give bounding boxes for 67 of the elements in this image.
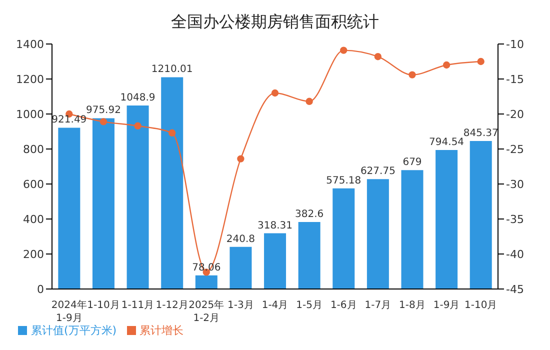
point [340, 46, 348, 54]
y-tick-label: 0 [37, 282, 44, 296]
data-label: 845.37 [463, 128, 498, 140]
bar [332, 188, 355, 289]
x-tick-label: 1-6月 [330, 300, 357, 311]
point [306, 98, 313, 105]
point [374, 53, 382, 60]
x-tick-label: 1-4月 [262, 300, 288, 311]
x-tick-label: 1-8月 [399, 300, 426, 311]
x-tick-label: 2025年 1-2月 [188, 299, 224, 324]
point [271, 89, 279, 97]
legend-label: 累计值(万平方米) [31, 324, 117, 337]
bar [401, 170, 424, 289]
y2-tick-label: -20 [506, 108, 524, 121]
y2-tick-label: -25 [506, 142, 524, 156]
bar [126, 105, 149, 289]
bar [92, 118, 114, 289]
point [477, 58, 484, 66]
y2-tick-label: -15 [506, 72, 524, 86]
bar [366, 179, 389, 289]
x-tick-label: 1-10月 [464, 300, 498, 311]
y-tick-label: 1400 [16, 38, 44, 51]
x-tick-label: 1-12月 [156, 300, 188, 311]
data-label: 679 [402, 157, 422, 168]
chart-title: 全国办公楼期房销售面积统计 [170, 11, 380, 33]
data-label: 382.6 [295, 209, 324, 220]
data-label: 975.92 [86, 105, 121, 116]
x-tick-label: 2024年 1-9月 [51, 299, 87, 324]
bar [230, 246, 252, 289]
x-tick-label: 1-9月 [433, 300, 460, 311]
bar [195, 275, 218, 289]
bar [436, 150, 458, 289]
point [237, 155, 244, 162]
data-label: 240.8 [226, 234, 256, 245]
point [100, 118, 108, 126]
y-tick-label: 1200 [16, 72, 44, 86]
legend-label: 累计增长 [140, 324, 184, 337]
y-tick-label: 400 [23, 212, 44, 226]
x-tick-label: 1-11月 [121, 300, 154, 311]
point [134, 122, 142, 130]
y2-tick-label: -30 [506, 178, 524, 191]
point [442, 61, 450, 69]
point [168, 129, 176, 136]
y-tick-label: 1000 [16, 108, 44, 121]
y2-tick-label: -45 [506, 282, 524, 296]
data-label: 627.75 [360, 166, 396, 178]
x-tick-label: 1-7月 [364, 300, 392, 311]
y-tick-label: 600 [23, 178, 44, 191]
bar [470, 141, 492, 289]
bar [58, 128, 80, 289]
point [408, 71, 416, 78]
y-tick-label: 200 [23, 248, 44, 261]
data-label: 318.31 [258, 220, 293, 232]
x-tick-label: 1-10月 [87, 300, 120, 311]
y-tick-label: 800 [23, 142, 44, 156]
y2-tick-label: -35 [506, 212, 524, 226]
data-label: 1210.01 [151, 64, 193, 76]
data-label: 575.18 [326, 175, 362, 186]
y2-tick-label: -40 [506, 248, 524, 261]
x-tick-label: 1-5月 [296, 300, 322, 311]
bar [161, 77, 184, 289]
x-tick-label: 1-3月 [228, 300, 254, 311]
bar [264, 233, 286, 289]
bar [298, 222, 320, 289]
data-label: 1048.9 [120, 92, 156, 104]
y2-tick-label: -10 [506, 38, 524, 51]
data-label: 794.54 [429, 136, 464, 148]
